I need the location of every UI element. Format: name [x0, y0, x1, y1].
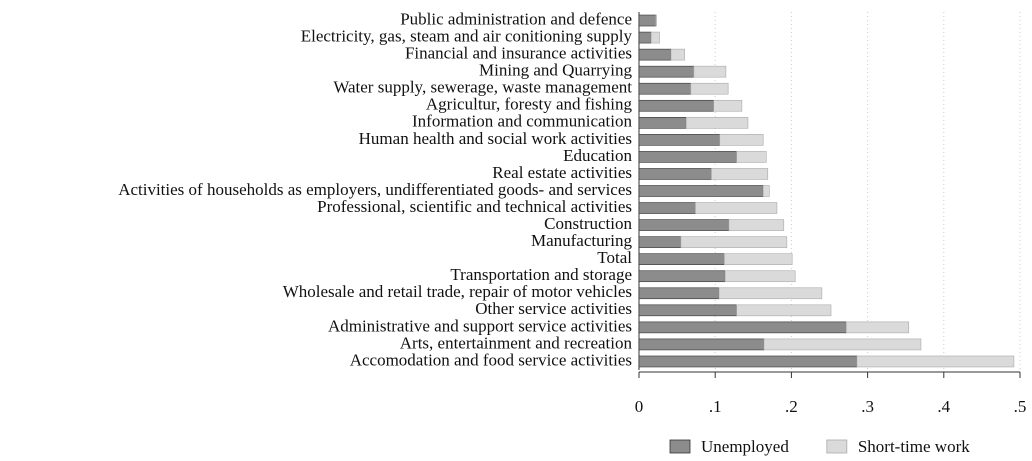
bar-segment: [638, 117, 687, 129]
bar-segment: [638, 31, 652, 44]
y-tick-label: Water supply, sewerage, waste management: [333, 78, 632, 97]
x-tick-label: 0: [635, 397, 644, 416]
x-tick-label: .2: [785, 397, 798, 416]
bar-segment: [638, 253, 725, 265]
legend-swatch: [669, 439, 691, 454]
bar-segment: [762, 185, 770, 197]
y-tick-label: Financial and insurance activities: [405, 44, 632, 63]
bar-segment: [638, 287, 720, 300]
x-tick-label: .4: [937, 397, 950, 416]
bar-segment: [638, 65, 695, 78]
bar-segment: [638, 185, 764, 197]
y-tick-label: Professional, scientific and technical a…: [317, 197, 632, 216]
y-tick-label: Total: [597, 248, 632, 267]
bar-segment: [719, 134, 764, 146]
y-tick-label: Real estate activities: [492, 163, 632, 182]
x-tick-label: .5: [1014, 397, 1027, 416]
legend-swatch: [826, 439, 848, 454]
bar-segment: [845, 321, 910, 334]
bar-segment: [718, 287, 823, 300]
y-tick-label: Agricultur, foresty and fishing: [426, 95, 633, 114]
bar-segment: [638, 202, 696, 214]
bar-segment: [638, 168, 712, 180]
y-tick-label: Human health and social work activities: [359, 129, 632, 148]
bar-segment: [670, 48, 686, 61]
bar-segment: [655, 14, 657, 27]
bar-segment: [638, 151, 737, 163]
x-tick-label: .1: [709, 397, 722, 416]
bar-segment: [724, 270, 796, 283]
y-tick-label: Activities of households as employers, u…: [118, 180, 632, 199]
y-tick-label: Wholesale and retail trade, repair of mo…: [283, 282, 632, 301]
bar-segment: [728, 219, 785, 231]
y-tick-label: Accomodation and food service activities: [350, 350, 632, 369]
y-tick-label: Electricity, gas, steam and air conition…: [301, 26, 633, 45]
bar-segment: [693, 65, 727, 78]
y-tick-label: Public administration and defence: [400, 9, 632, 28]
bar-segment: [856, 355, 1015, 368]
bar-segment: [763, 338, 922, 351]
bar-segment: [638, 219, 730, 231]
bar-segment: [638, 304, 737, 317]
bar-segment: [713, 99, 743, 112]
bar-segment: [638, 270, 726, 283]
y-tick-label: Information and communication: [412, 112, 632, 131]
y-tick-label: Mining and Quarrying: [479, 61, 632, 80]
y-tick-label: Other service activities: [475, 299, 632, 318]
bar-segment: [638, 321, 847, 334]
bar-segment: [638, 134, 721, 146]
bar-segment: [638, 338, 765, 351]
bar-segment: [638, 355, 858, 368]
bar-segment: [736, 304, 832, 317]
bar-segment: [638, 82, 692, 95]
legend-label: Short-time work: [858, 437, 970, 456]
bar-segment: [695, 202, 778, 214]
y-tick-label: Manufacturing: [531, 231, 633, 250]
y-tick-label: Arts, entertainment and recreation: [400, 333, 633, 352]
bar-segment: [724, 253, 793, 265]
bar-segment: [685, 117, 749, 129]
y-tick-label: Administrative and support service activ…: [328, 316, 632, 335]
bar-segment: [638, 48, 672, 61]
legend-label: Unemployed: [701, 437, 789, 456]
y-tick-label: Construction: [544, 214, 632, 233]
bar-segment: [638, 14, 657, 27]
y-tick-label: Education: [563, 146, 632, 165]
y-tick-label: Transportation and storage: [450, 265, 632, 284]
bar-segment: [650, 31, 660, 44]
bar-segment: [690, 82, 729, 95]
bar-segment: [736, 151, 767, 163]
x-tick-label: .3: [861, 397, 874, 416]
bar-segment: [638, 236, 682, 248]
bar-segment: [680, 236, 788, 248]
bar-segment: [711, 168, 769, 180]
bar-segment: [638, 99, 714, 112]
